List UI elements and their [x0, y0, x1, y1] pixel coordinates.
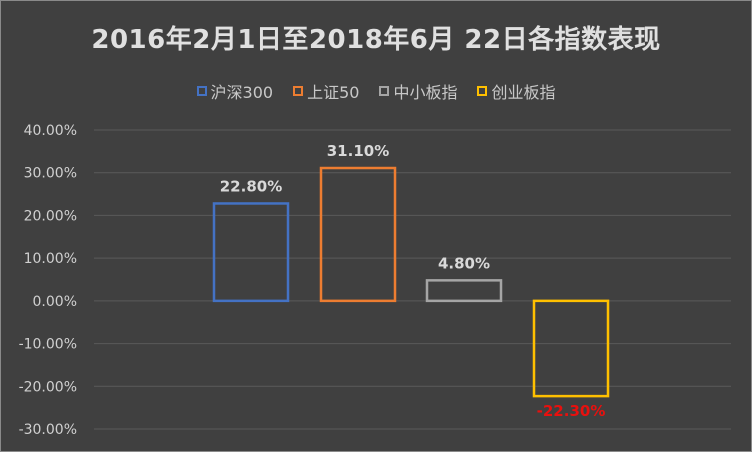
legend-label: 中小板指	[393, 83, 458, 102]
legend: 沪深300 上证50 中小板指 创业板指	[1, 79, 751, 103]
legend-item: 创业板指	[477, 79, 555, 103]
y-tick-label: -10.00%	[19, 337, 77, 353]
legend-label: 沪深300	[210, 83, 274, 102]
y-tick-label: 40.00%	[24, 123, 77, 139]
legend-item: 中小板指	[379, 79, 457, 103]
legend-label: 创业板指	[491, 83, 556, 102]
legend-swatch	[196, 86, 207, 96]
y-tick-label: 10.00%	[24, 251, 77, 267]
legend-swatch	[477, 86, 488, 96]
legend-swatch	[379, 86, 390, 96]
legend-item: 上证50	[293, 79, 359, 103]
data-label: 31.10%	[327, 142, 389, 160]
bar-3	[425, 279, 503, 303]
y-tick-label: -30.00%	[19, 422, 77, 438]
y-tick-label: 30.00%	[24, 166, 77, 182]
bar-2	[319, 166, 397, 303]
y-tick-label: 0.00%	[33, 294, 77, 310]
bar-4	[532, 299, 610, 398]
data-label: -22.30%	[537, 402, 606, 420]
y-tick-label: -20.00%	[19, 379, 77, 395]
legend-label: 上证50	[307, 83, 360, 102]
data-label: 22.80%	[220, 177, 282, 195]
data-label: 4.80%	[438, 254, 490, 272]
legend-swatch	[293, 86, 304, 96]
bar-1	[212, 202, 290, 303]
y-tick-label: 20.00%	[24, 208, 77, 224]
legend-item: 沪深300	[196, 79, 274, 103]
chart-title: 2016年2月1日至2018年6月 22日各指数表现	[91, 25, 661, 55]
